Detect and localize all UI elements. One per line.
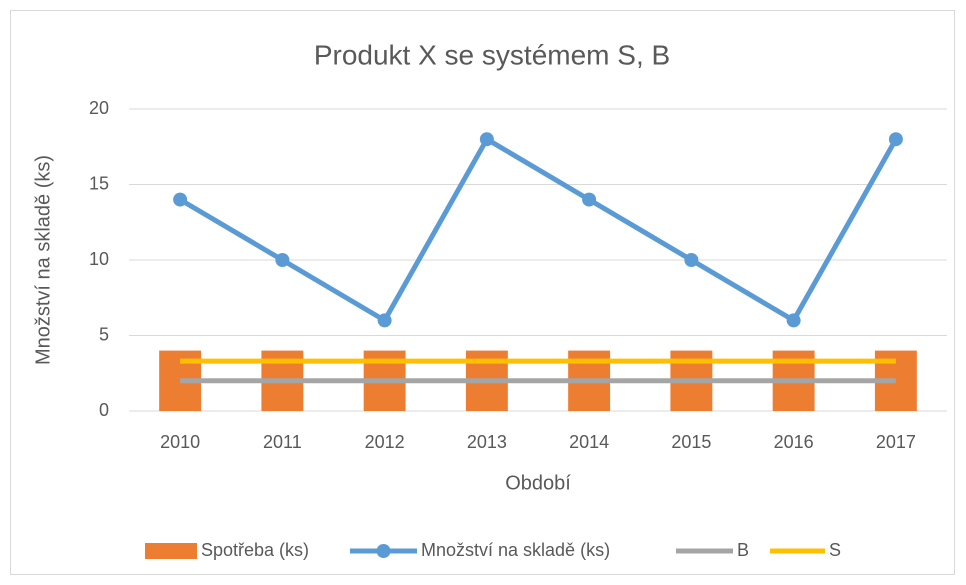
y-tick-label: 0 [99,400,109,420]
y-axis-title: Množství na skladě (ks) [32,155,54,365]
legend-label: Spotřeba (ks) [201,540,309,560]
legend-marker [376,544,391,558]
x-tick-label: 2017 [876,432,916,452]
y-tick-label: 10 [89,249,109,269]
x-tick-label: 2011 [263,432,302,452]
chart-border [10,10,955,575]
marker [684,253,699,267]
x-tick-label: 2015 [671,432,711,452]
y-tick-label: 15 [89,173,109,193]
x-tick-label: 2013 [467,432,507,452]
x-tick-label: 2016 [774,432,814,452]
chart-title: Produkt X se systémem S, B [314,39,670,70]
x-axis-title: Období [505,472,571,494]
legend-label: B [737,540,749,560]
marker [786,313,801,328]
marker [888,132,903,147]
marker [173,192,188,207]
x-tick-label: 2012 [365,432,405,452]
legend-label: Množství na skladě (ks) [421,540,610,560]
marker [275,253,290,267]
legend-label: S [829,540,841,560]
y-tick-label: 20 [89,98,109,118]
marker [582,192,597,207]
x-tick-label: 2010 [160,432,200,452]
marker [479,132,494,147]
x-tick-label: 2014 [569,432,609,452]
marker [377,313,392,328]
legend-swatch [145,543,197,559]
line [178,136,899,323]
y-tick-label: 5 [99,324,109,344]
